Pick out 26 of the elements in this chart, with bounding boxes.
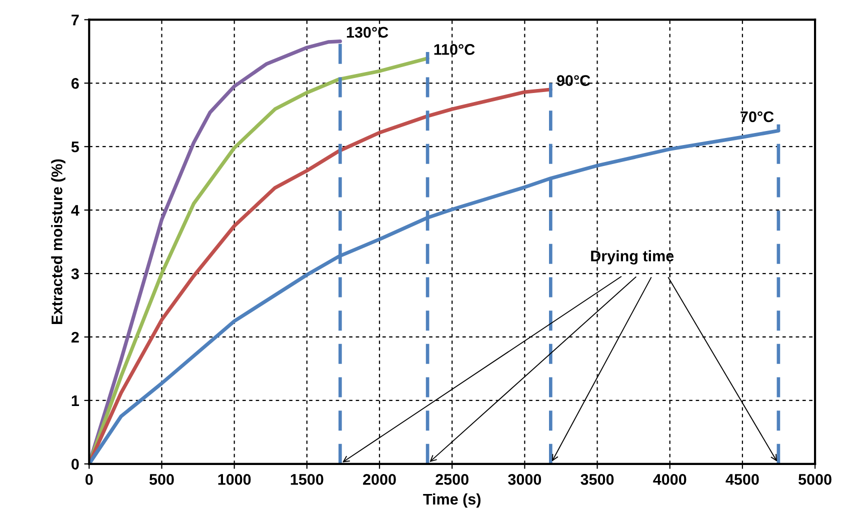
x-tick-label: 3500 <box>580 474 614 485</box>
y-tick-label: 3 <box>71 268 79 280</box>
series-label: 130°C <box>346 26 388 38</box>
y-tick-label: 4 <box>71 205 80 216</box>
x-tick-label: 5000 <box>798 474 832 485</box>
y-tick-label: 1 <box>72 395 79 406</box>
y-tick-label: 5 <box>71 142 79 152</box>
annotation: Drying time <box>591 250 674 264</box>
x-tick-label: 2000 <box>363 474 396 485</box>
series-label: 90°C <box>557 75 590 86</box>
y-tick-label: 2 <box>71 332 79 343</box>
y-tick-label: 6 <box>71 78 79 89</box>
x-tick-label: 500 <box>149 474 174 485</box>
x-tick-label: 1500 <box>290 474 324 485</box>
x-tick-label: 0 <box>86 474 93 485</box>
x-tick-label: 3000 <box>508 474 542 485</box>
series-label: 110°C <box>434 44 475 55</box>
y-axis-title: Extracted moisture (%) <box>51 159 66 324</box>
x-tick-label: 1000 <box>218 474 251 485</box>
x-tick-label: 2500 <box>436 474 468 485</box>
x-tick-label: 4500 <box>726 474 759 485</box>
y-tick-label: 7 <box>72 14 79 26</box>
x-tick-label: 4000 <box>653 474 686 485</box>
y-tick-label: 0 <box>72 458 79 470</box>
series-label: 70°C <box>740 111 774 122</box>
x-axis-title: Time (s) <box>423 493 480 508</box>
